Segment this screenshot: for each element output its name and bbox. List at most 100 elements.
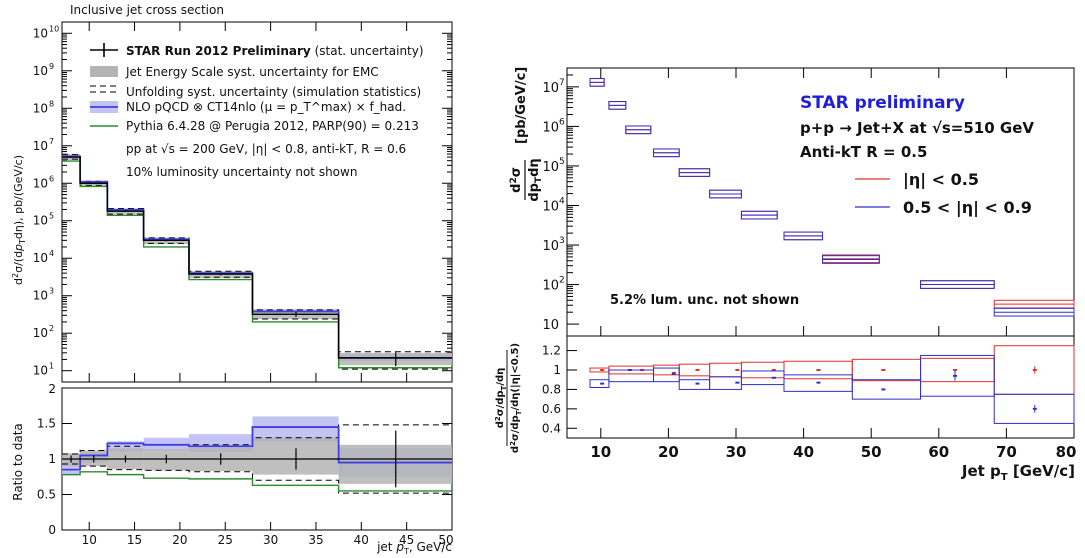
left-bottom-ylabel: Ratio to data [11,423,25,501]
left-top-ytick-label-3: 10 [33,251,48,265]
left-bottom-xtick-label-6: 40 [354,533,369,547]
right-top-ytick-label-1: 10 [542,279,559,294]
right-bottom-ytick-label-3: 1 [553,363,561,377]
right-annotation-process: p+p → Jet+X at √s=510 GeV [800,119,1034,137]
ratio-unfold-lower [62,463,452,494]
nlo-central-line [62,155,452,359]
right-top-ytick-exp-3: 4 [559,196,565,206]
right-bottom-xtick-label-0: 10 [590,443,611,461]
left-bottom-xtick-label-3: 25 [218,533,233,547]
left-top-ytick-label-5: 10 [33,176,48,190]
left-top-ytick-exp-8: 9 [49,62,54,71]
right-bottom-xtick-label-7: 80 [1056,443,1077,461]
ratio-blue-box-0 [589,379,610,388]
right-bottom-xtick-label-5: 60 [928,443,949,461]
left-bottom-xtick-label-8: 50 [438,533,453,547]
ratio-red-box-7 [851,358,922,382]
left-top-ytick-label-8: 10 [33,64,48,78]
left-annotation-lumi: 10% luminosity uncertainty not shown [126,165,357,179]
left-top-ytick-exp-2: 3 [49,287,54,296]
right-top-ytick-label-3: 10 [542,199,559,214]
left-top-ytick-exp-0: 1 [49,362,54,371]
ratio-blue-box-3 [678,379,711,390]
ratio-blue-box-7 [851,379,922,400]
right-bottom-ylabel-num: d2σ/dpT/dη [494,368,508,429]
right-bottom-xtick-label-1: 20 [658,443,679,461]
ratio-red-box-3 [678,363,711,377]
right-top-ytick-exp-2: 3 [559,236,565,246]
ratio-blue-box-8 [920,354,995,397]
left-annotation-collision: pp at √s = 200 GeV, |η| < 0.8, anti-kT, … [126,142,406,156]
left-top-ytick-label-7: 10 [33,101,48,115]
left-bottom-xtick-label-7: 45 [399,533,414,547]
right-top-ytick-label-4: 10 [542,160,559,175]
left-bottom-xtick-label-2: 20 [172,533,187,547]
left-top-ytick-exp-6: 7 [49,137,54,146]
right-top-ylabel-denom: dpTdη [527,158,544,201]
left-bottom-ytick-label-1: 0.5 [37,488,56,502]
left-top-ytick-exp-3: 4 [49,249,54,258]
left-xlabel: jet pT, GeV/c [376,540,452,554]
left-bottom-ytick-label-0: 0 [48,523,56,537]
left-top-ytick-label-6: 10 [33,139,48,153]
ratio-pythia-line [62,471,452,492]
left-top-ytick-label-0: 10 [33,364,48,378]
ratio-red-box-8 [920,357,995,383]
left-top-ylabel: d2σ/(dpTdη), pb/(GeV/c) [11,155,27,285]
right-bottom-ylabel: d2σ/dpT/dη d2σ/dpT/dη(|η|<0.5) [494,343,523,453]
right-bottom-ytick-label-2: 0.8 [542,382,561,396]
right-bottom-xtick-label-6: 70 [996,443,1017,461]
right-top-ytick-label-2: 10 [542,239,559,254]
left-bottom-ytick-top-label: 2 [48,382,56,396]
left-top-ytick-exp-4: 5 [49,212,54,221]
left-bottom-xtick-label-1: 15 [127,533,142,547]
right-top-ytick-exp-6: 7 [559,78,565,88]
ratio-blue-box-9 [993,393,1075,424]
right-bottom-frame [566,335,1075,439]
right-bottom-ylabel-den: d2σ/dpT/dη(|η|<0.5) [509,343,523,453]
left-bottom-ytick-label-2: 1 [48,452,56,466]
right-legend-label-red: |η| < 0.5 [903,170,979,190]
left-top-ytick-label-9: 10 [33,26,48,40]
right-annotation-algo: Anti-kT R = 0.5 [800,143,927,161]
right-annotation-lumi: 5.2% lum. unc. not shown [610,293,799,308]
right-bottom-xtick-label-3: 40 [793,443,814,461]
right-bottom-ytick-label-1: 0.6 [542,402,561,416]
right-top-ytick-exp-1: 2 [559,276,565,286]
left-top-ytick-label-1: 10 [33,326,48,340]
right-bottom-ytick-label-0: 0.4 [542,421,561,435]
pythia-line [62,160,452,369]
right-bottom-ytick-label-4: 1.2 [542,344,561,358]
right-bottom-xtick-label-4: 50 [861,443,882,461]
right-bottom-xtick-label-2: 30 [726,443,747,461]
right-top-ylabel-unit: [pb/GeV/c] [514,67,529,144]
left-legend: STAR Run 2012 Preliminary (stat. uncerta… [90,43,424,179]
left-bottom-xtick-label-0: 10 [82,533,97,547]
left-top-ytick-label-4: 10 [33,214,48,228]
legend-label-data: STAR Run 2012 Preliminary (stat. uncerta… [126,44,424,58]
right-legend-label-blue: 0.5 < |η| < 0.9 [903,198,1032,218]
ratio-nlo-band-4 [188,434,253,452]
ratio-red-box-5 [740,361,785,379]
right-top-ytick-label-6: 10 [542,81,559,96]
ratio-nlo-line [62,426,452,471]
legend-label-unfold: Unfolding syst. uncertainty (simulation … [126,85,421,99]
left-bottom-ytick-label-3: 1.5 [37,417,56,431]
left-top-ytick-exp-1: 2 [49,324,54,333]
data-step [62,156,452,359]
left-chart-title: Inclusive jet cross section [70,3,224,17]
right-top-ytick-exp-4: 5 [559,157,565,167]
left-top-ytick-exp-9: 10 [49,24,59,33]
right-title: STAR preliminary [800,93,965,113]
legend-label-pythia: Pythia 6.4.28 @ Perugia 2012, PARP(90) =… [126,119,419,133]
jes-band-3 [143,238,189,244]
ratio-nlo-band-5 [252,416,339,442]
legend-label-jes: Jet Energy Scale syst. uncertainty for E… [125,65,379,79]
left-top-ytick-exp-7: 8 [49,99,54,108]
ratio-blue-box-1 [608,369,655,383]
ratio-red-box-0 [589,367,610,373]
left-top-ytick-exp-5: 6 [49,174,54,183]
unfold-lower [62,158,452,370]
